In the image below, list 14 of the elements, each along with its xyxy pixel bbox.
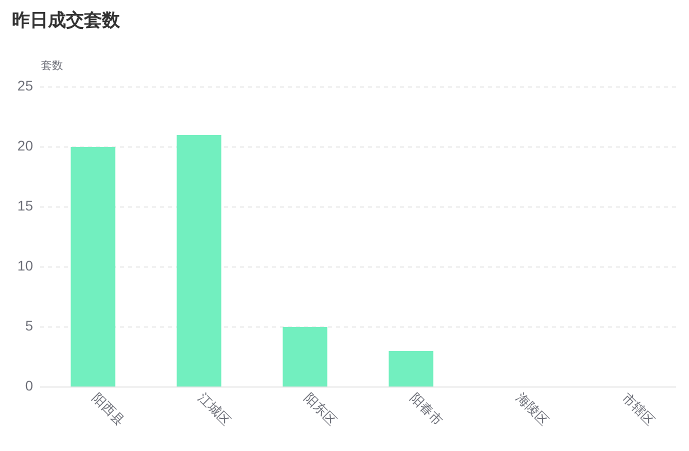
y-axis-title: 套数 xyxy=(41,60,63,72)
y-tick-label: 0 xyxy=(25,378,34,394)
y-tick-label: 25 xyxy=(17,78,34,94)
x-tick-label: 阳东区 xyxy=(301,390,340,428)
x-tick-label: 海陵区 xyxy=(513,390,552,428)
y-tick-label: 20 xyxy=(17,138,34,154)
x-tick-label: 江城区 xyxy=(195,390,234,428)
y-tick-label: 15 xyxy=(17,198,34,214)
y-tick-label: 10 xyxy=(17,258,34,274)
x-tick-label: 阳春市 xyxy=(407,390,446,428)
y-tick-label: 5 xyxy=(25,318,34,334)
chart-title: 昨日成交套数 xyxy=(12,10,121,30)
x-tick-label: 阳西县 xyxy=(89,390,128,428)
x-tick-label: 市辖区 xyxy=(619,390,658,428)
